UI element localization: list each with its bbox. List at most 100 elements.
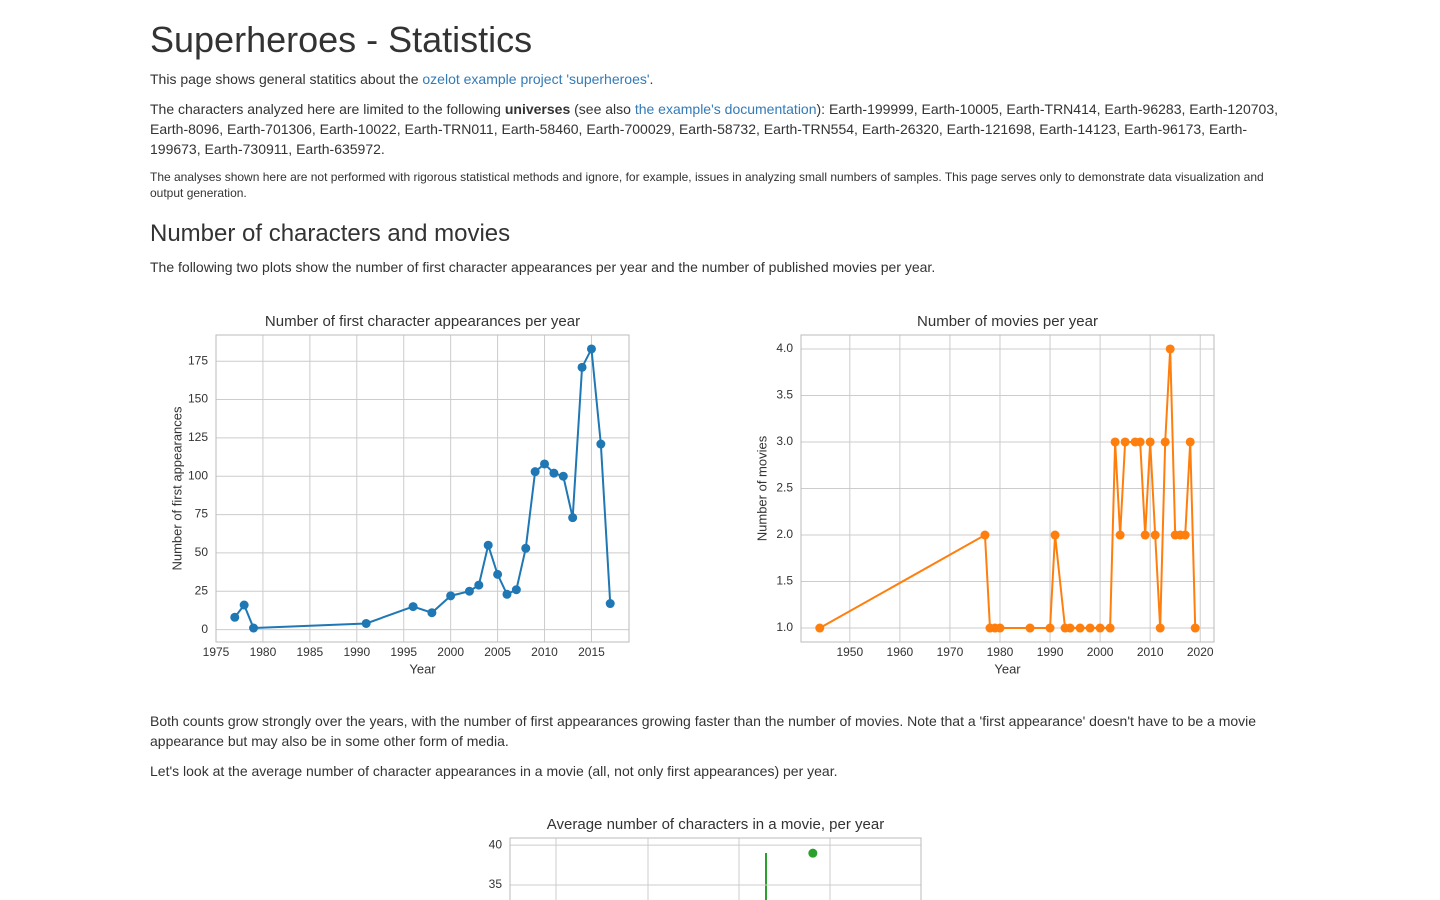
point [1145,437,1155,447]
point [502,589,512,599]
text: This page shows general statitics about … [150,71,423,87]
link[interactable]: the example's documentation [634,101,817,117]
point [1095,623,1105,633]
text: . [649,71,654,87]
y-tick-label: 150 [188,392,208,406]
bold-text: universes [504,101,571,117]
y-tick-label: 4.0 [776,341,793,355]
y-tick-label: 125 [188,430,208,444]
y-tick-label: 2.5 [776,481,793,495]
x-tick-label: 2010 [531,645,558,659]
point [483,540,493,550]
y-tick-label: 3.5 [776,388,793,402]
point [1115,530,1125,540]
point [586,344,596,354]
point [464,586,474,596]
point [605,599,615,609]
point [521,543,531,553]
point [474,580,484,590]
y-tick-label: 75 [195,507,209,521]
decor [555,838,831,900]
point [1045,623,1055,633]
point [596,439,606,449]
x-tick-label: 1970 [937,645,964,659]
axes-frame [800,334,1215,643]
point [493,569,503,579]
x-tick-label: 1975 [203,645,230,659]
page-title: Superheroes - Statistics [150,19,533,60]
point [808,848,818,858]
point [1050,530,1060,540]
point [230,612,240,622]
chart-title: Average number of characters in a movie,… [547,816,884,833]
y-tick-label: 100 [188,468,208,482]
y-tick-label: 3.0 [776,434,793,448]
point [1180,530,1190,540]
axes-frame [509,837,922,900]
point [1165,344,1175,354]
x-tick-label: 2000 [437,645,464,659]
x-axis-label: Year [409,661,436,676]
point [1190,623,1200,633]
point [980,530,990,540]
x-tick-label: 1980 [250,645,277,659]
chart-title: Number of movies per year [917,313,1098,330]
point [549,468,559,478]
point [1185,437,1195,447]
point [1140,530,1150,540]
point [1110,437,1120,447]
link[interactable]: ozelot example project 'superheroes' [422,71,650,87]
intro: This page shows general statitics about … [150,69,1285,89]
y-axis-label: Number of movies [754,435,769,541]
point [511,585,521,595]
y-tick-label: 50 [195,545,209,559]
point [1150,530,1160,540]
point [1075,623,1085,633]
y-tick-label: 1.0 [776,620,793,634]
y-tick-label: 35 [489,877,503,891]
point [558,471,568,481]
point [408,602,418,612]
point [1025,623,1035,633]
point [361,618,371,628]
axes-frame [215,334,630,643]
point [1085,623,1095,633]
discussion: Both counts grow strongly over the years… [150,713,1257,749]
point [540,459,550,469]
series-line [819,348,1197,630]
text: The characters analyzed here are limited… [150,101,505,117]
x-tick-label: 2005 [484,645,511,659]
x-tick-label: 1990 [1037,645,1064,659]
y-tick-label: 1.5 [776,574,793,588]
x-tick-label: 1990 [343,645,370,659]
y-tick-label: 175 [188,353,208,367]
y-tick-label: 2.0 [776,527,793,541]
point [577,362,587,372]
x-tick-label: 2010 [1137,645,1164,659]
y-axis-label: Number of first appearances [169,406,184,571]
point [249,623,259,633]
x-tick-label: 1995 [390,645,417,659]
point [815,623,825,633]
point [239,600,249,610]
text: (see also [570,101,635,117]
x-tick-label: 2000 [1087,645,1114,659]
point [1120,437,1130,447]
section-title: Number of characters and movies [150,220,511,247]
universes: The characters analyzed here are limited… [150,99,1285,159]
x-axis-label: Year [994,661,1021,676]
next-text: Let's look at the average number of char… [150,763,838,779]
x-tick-label: 1950 [836,645,863,659]
point [427,608,437,618]
point [1160,437,1170,447]
section-intro: The following two plots show the number … [150,259,936,275]
disclaimer: The analyses shown here are not performe… [150,170,1264,200]
x-tick-label: 2020 [1187,645,1214,659]
point [995,623,1005,633]
x-tick-label: 1985 [297,645,324,659]
chart-title: Number of first character appearances pe… [265,313,580,330]
point [1105,623,1115,633]
point [446,591,456,601]
